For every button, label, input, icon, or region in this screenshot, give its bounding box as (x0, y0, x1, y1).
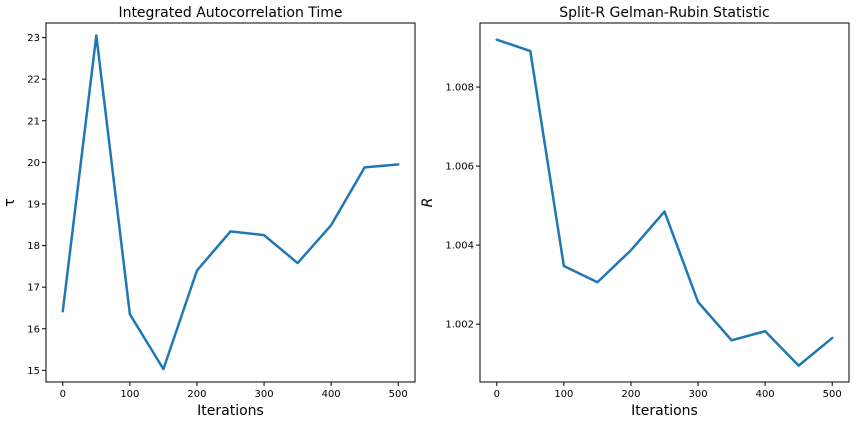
x-tick-label: 0 (60, 389, 66, 400)
chart-panel-2: Split-R Gelman-Rubin Statistic 0 100 200 300… (420, 5, 850, 419)
x-tick-label: 100 (554, 389, 573, 400)
x-tick-label: 200 (187, 389, 206, 400)
y-tick-label: 22 (27, 75, 40, 86)
series-line-1 (495, 38, 834, 367)
x-tick-label: 200 (621, 389, 640, 400)
chart-panel-1: Integrated Autocorrelation Time 0 100 200 30… (2, 5, 416, 419)
chart-title: Integrated Autocorrelation Time (118, 5, 342, 21)
x-tick-label: 300 (254, 389, 273, 400)
x-tick-label: 400 (756, 389, 775, 400)
y-axis-label: R (420, 198, 436, 208)
y-tick-label: 17 (27, 283, 40, 294)
x-tick-label: 500 (389, 389, 408, 400)
y-tick-label: 1.004 (445, 241, 474, 252)
y-tick-label: 20 (27, 158, 40, 169)
x-tick-label: 0 (494, 389, 500, 400)
y-tick-label: 16 (27, 324, 40, 335)
y-tick-label: 1.002 (445, 320, 474, 331)
chart-title: Split-R Gelman-Rubin Statistic (559, 5, 770, 21)
y-tick-label: 1.008 (445, 83, 474, 94)
x-tick-label: 100 (120, 389, 139, 400)
y-tick-label: 23 (27, 33, 40, 44)
y-tick-label: 19 (27, 199, 40, 210)
y-tick-label: 21 (27, 116, 40, 127)
y-axis-label: τ (2, 198, 18, 206)
x-tick-label: 300 (688, 389, 707, 400)
x-tick-label: 400 (322, 389, 341, 400)
x-axis-label: Iterations (631, 403, 698, 419)
x-tick-label: 500 (823, 389, 842, 400)
x-axis-label: Iterations (197, 403, 264, 419)
series-line-1 (61, 34, 400, 371)
y-tick-label: 15 (27, 366, 40, 377)
y-tick-label: 18 (27, 241, 40, 252)
plot-area-frame (45, 22, 416, 383)
y-tick-label: 1.006 (445, 162, 474, 173)
plot-area-frame (479, 22, 850, 383)
